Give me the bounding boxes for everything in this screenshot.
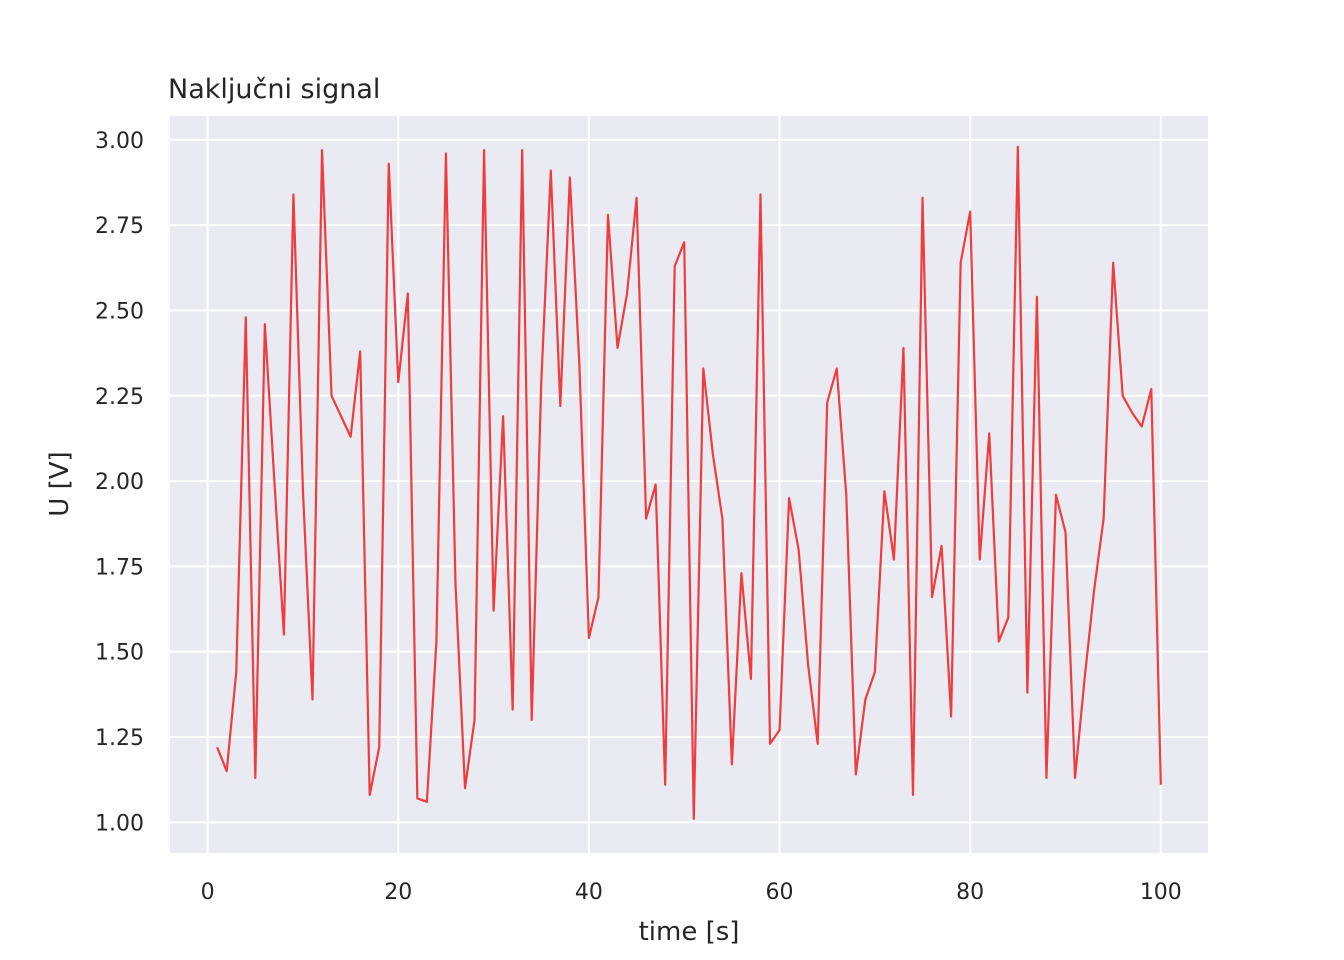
x-tick-label: 20 <box>384 880 412 905</box>
x-tick-label: 60 <box>766 880 794 905</box>
x-tick-labels: 0 20 40 60 80 100 <box>201 880 1182 905</box>
x-tick-label: 0 <box>201 880 215 905</box>
y-tick-label: 1.50 <box>95 641 144 666</box>
y-tick-label: 2.25 <box>95 385 144 410</box>
x-tick-label: 80 <box>956 880 984 905</box>
chart-title: Naključni signal <box>168 74 380 105</box>
y-tick-label: 2.00 <box>95 470 144 495</box>
y-tick-label: 1.25 <box>95 726 144 751</box>
series-line <box>216 145 1162 820</box>
y-axis-label: U [V] <box>45 451 75 516</box>
x-axis-label: time [s] <box>639 917 740 947</box>
x-tick-label: 100 <box>1140 880 1182 905</box>
y-tick-labels: 1.00 1.25 1.50 1.75 2.00 2.25 2.50 2.75 3.00 <box>95 129 144 836</box>
y-tick-label: 2.75 <box>95 214 144 239</box>
x-tick-label: 40 <box>575 880 603 905</box>
y-tick-label: 1.75 <box>95 555 144 580</box>
y-tick-label: 3.00 <box>95 129 144 154</box>
y-tick-label: 1.00 <box>95 811 144 836</box>
y-tick-label: 2.50 <box>95 299 144 324</box>
